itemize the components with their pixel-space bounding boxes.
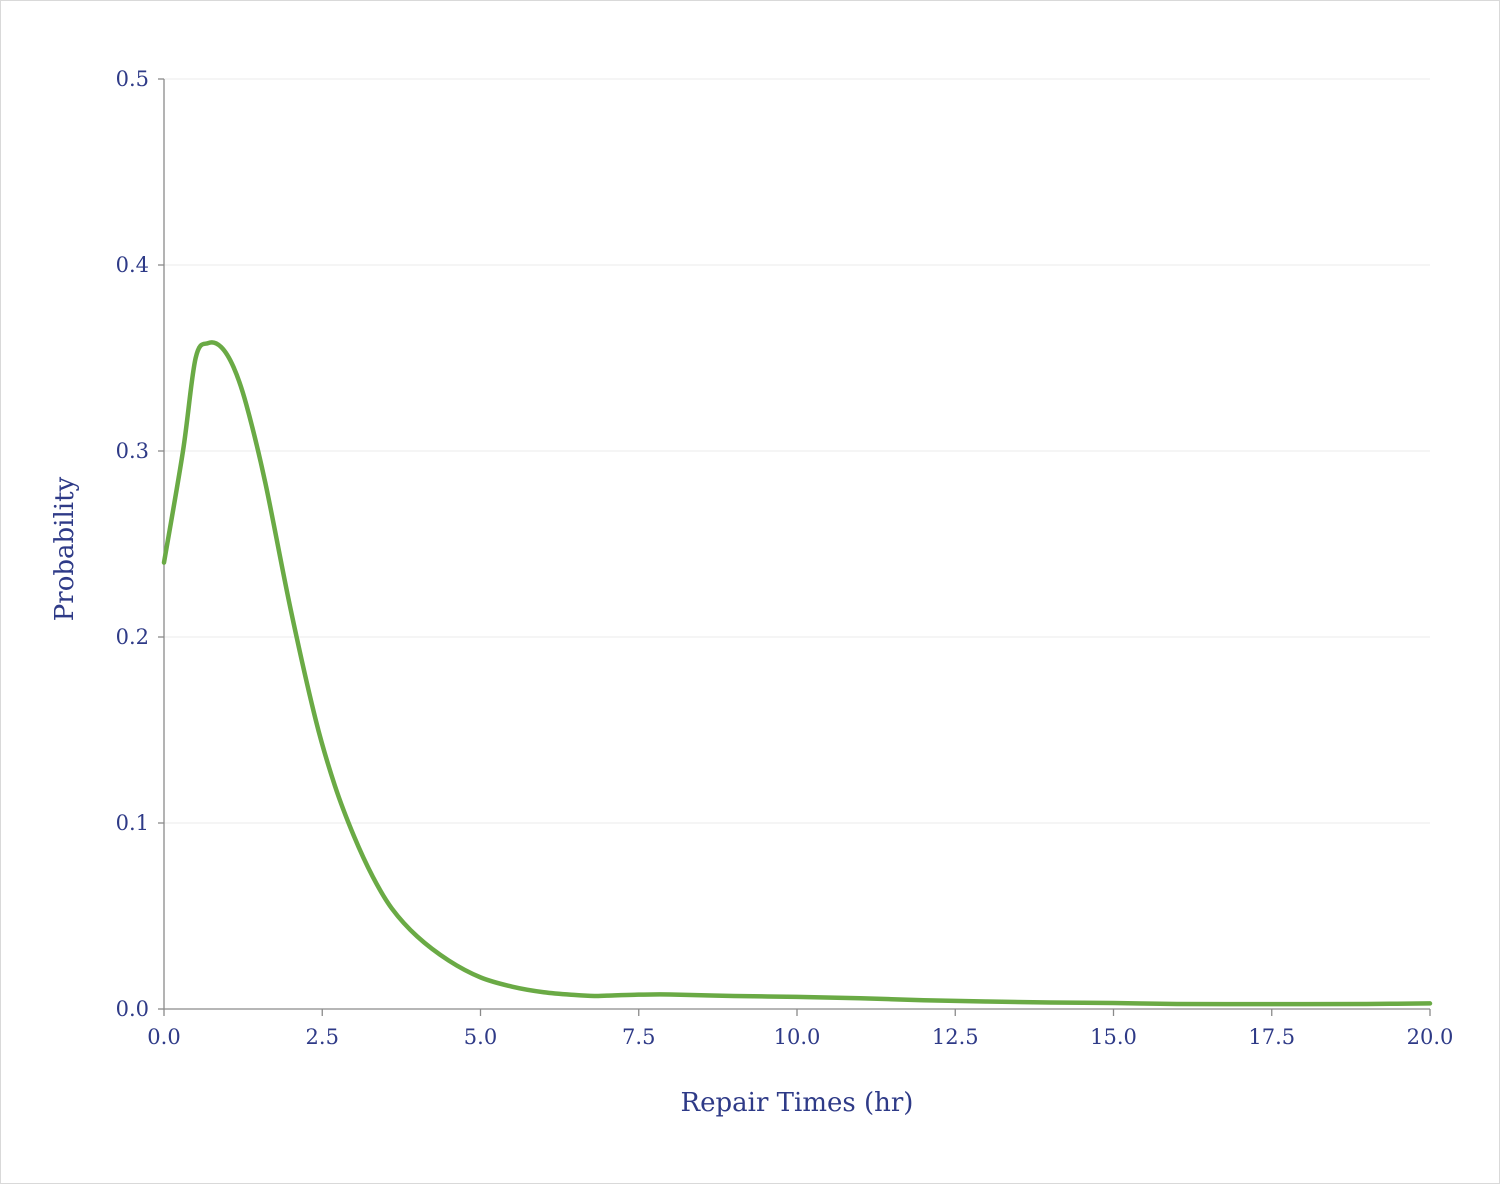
- x-tick-group: 0.0 2.5 5.0 7.5 10.0 12.5 15.0 17.5 20.0: [147, 1009, 1453, 1049]
- y-axis-title: Probability: [50, 476, 80, 621]
- x-tick-label: 20.0: [1407, 1025, 1454, 1049]
- y-tick-label: 0.0: [116, 997, 149, 1021]
- x-tick-label: 15.0: [1090, 1025, 1137, 1049]
- series-line: [161, 340, 1433, 1007]
- x-tick-label: 0.0: [147, 1025, 180, 1049]
- x-axis-title: Repair Times (hr): [681, 1088, 914, 1118]
- x-tick-label: 5.0: [464, 1025, 497, 1049]
- y-tick-label: 0.2: [116, 625, 149, 649]
- y-tick-label: 0.5: [116, 67, 149, 91]
- y-tick-group: 0.0 0.1 0.2 0.3 0.4 0.5: [116, 67, 164, 1021]
- y-tick-label: 0.4: [116, 253, 149, 277]
- y-tick-label: 0.1: [116, 811, 149, 835]
- x-tick-label: 2.5: [306, 1025, 339, 1049]
- grid-lines: [164, 78, 1430, 824]
- x-tick-label: 17.5: [1248, 1025, 1295, 1049]
- x-tick-label: 12.5: [932, 1025, 979, 1049]
- x-tick-label: 10.0: [774, 1025, 821, 1049]
- y-tick-label: 0.3: [116, 439, 149, 463]
- x-tick-label: 7.5: [622, 1025, 655, 1049]
- axes: [163, 79, 1430, 1010]
